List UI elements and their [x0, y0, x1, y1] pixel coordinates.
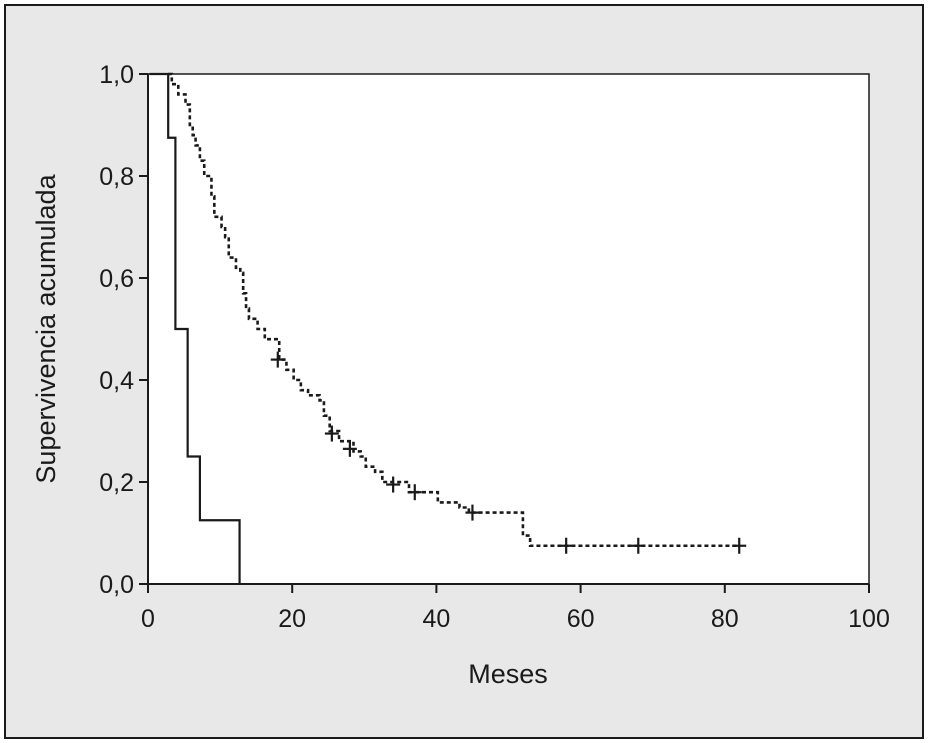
- plot-area: [147, 73, 870, 585]
- y-tick-label: 0,6: [99, 265, 134, 293]
- x-tick-label: 0: [141, 605, 155, 633]
- series-layer: [149, 72, 747, 584]
- x-tick-label: 20: [278, 605, 306, 633]
- x-axis: 0 20 40 60 80 100: [141, 583, 890, 633]
- y-axis: 0,0 0,2 0,4 0,6 0,8 1,0: [99, 61, 149, 599]
- x-axis-title: Meses: [468, 659, 548, 689]
- x-tick-label: 60: [567, 605, 595, 633]
- x-tick-label: 40: [422, 605, 450, 633]
- y-tick-label: 1,0: [99, 61, 134, 89]
- x-tick-label: 100: [848, 605, 890, 633]
- survival-curve-solid: [149, 72, 241, 584]
- x-tick-label: 80: [711, 605, 739, 633]
- y-tick-label: 0,8: [99, 163, 134, 191]
- y-tick-label: 0,4: [99, 367, 134, 395]
- y-tick-label: 0,0: [99, 571, 134, 599]
- survival-curve-dashed: [168, 72, 740, 548]
- y-axis-title: Supervivencia acumulada: [31, 173, 61, 483]
- y-tick-label: 0,2: [99, 469, 134, 497]
